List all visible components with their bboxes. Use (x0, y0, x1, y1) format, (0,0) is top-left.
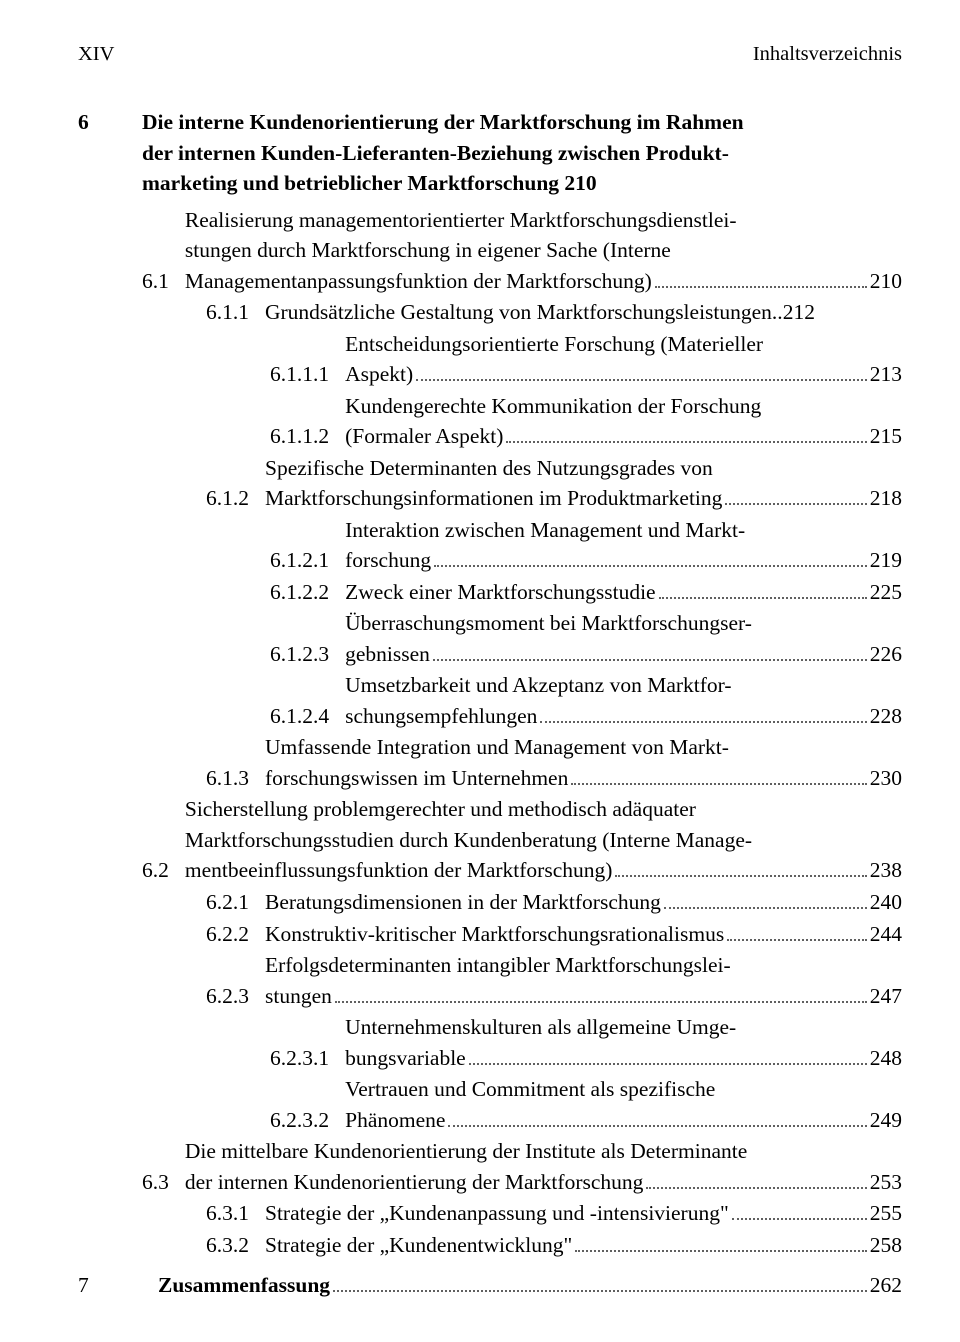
section-number: 6.1 (142, 266, 185, 297)
toc-6-1-2-3: 6.1.2.3 Überraschungsmoment bei Marktfor… (270, 608, 902, 669)
toc-6-2-3: 6.2.3 Erfolgsdeterminanten intangibler M… (206, 950, 902, 1011)
toc-6-1-3: 6.1.3 Umfassende Integration und Managem… (206, 732, 902, 793)
page-body: XIV Inhaltsverzeichnis 6 Die interne Kun… (0, 0, 960, 1342)
toc-6-3-1: 6.3.1 Strategie der „Kundenanpassung und… (206, 1198, 902, 1229)
running-header: XIV Inhaltsverzeichnis (78, 40, 902, 69)
chapter-title: Zusammenfassung (158, 1270, 330, 1301)
toc-6-1-1-2: 6.1.1.2 Kundengerechte Kommunikation der… (270, 391, 902, 452)
toc-6-1-2-4: 6.1.2.4 Umsetzbarkeit und Akzeptanz von … (270, 670, 902, 731)
toc-6-2-1: 6.2.1 Beratungsdimensionen in der Marktf… (206, 887, 902, 918)
toc-6-2-3-1: 6.2.3.1 Unternehmenskulturen als allgeme… (270, 1012, 902, 1073)
page-ref: 210 (564, 171, 596, 195)
toc-6-3-2: 6.3.2 Strategie der „Kundenentwicklung" … (206, 1230, 902, 1261)
toc-6-1-1-1: 6.1.1.1 Entscheidungsorientierte Forschu… (270, 329, 902, 390)
toc-6-2-2: 6.2.2 Konstruktiv-kritischer Marktforsch… (206, 919, 902, 950)
toc-6-1-2-1: 6.1.2.1 Interaktion zwischen Management … (270, 515, 902, 576)
toc-6-2-3-2: 6.2.3.2 Vertrauen und Commitment als spe… (270, 1074, 902, 1135)
chapter-7: 7 Zusammenfassung 262 (78, 1270, 902, 1301)
page-roman: XIV (78, 40, 114, 69)
chapter-title: Die interne Kundenorientierung der Markt… (142, 107, 902, 199)
toc-6-1: 6.1 Realisierung managementorientierter … (142, 205, 902, 297)
toc-6-3: 6.3 Die mittelbare Kundenorientierung de… (142, 1136, 902, 1197)
toc-6-2: 6.2 Sicherstellung problemgerechter und … (142, 794, 902, 886)
chapter-number: 7 (78, 1270, 158, 1301)
header-title: Inhaltsverzeichnis (753, 40, 902, 69)
toc-6-1-2: 6.1.2 Spezifische Determinanten des Nutz… (206, 453, 902, 514)
chapter-6: 6 Die interne Kundenorientierung der Mar… (78, 107, 902, 199)
chapter-number: 6 (78, 107, 142, 138)
toc-6-1-2-2: 6.1.2.2 Zweck einer Marktforschungsstudi… (270, 577, 902, 608)
toc-6-1-1: 6.1.1 Grundsätzliche Gestaltung von Mark… (206, 297, 902, 328)
